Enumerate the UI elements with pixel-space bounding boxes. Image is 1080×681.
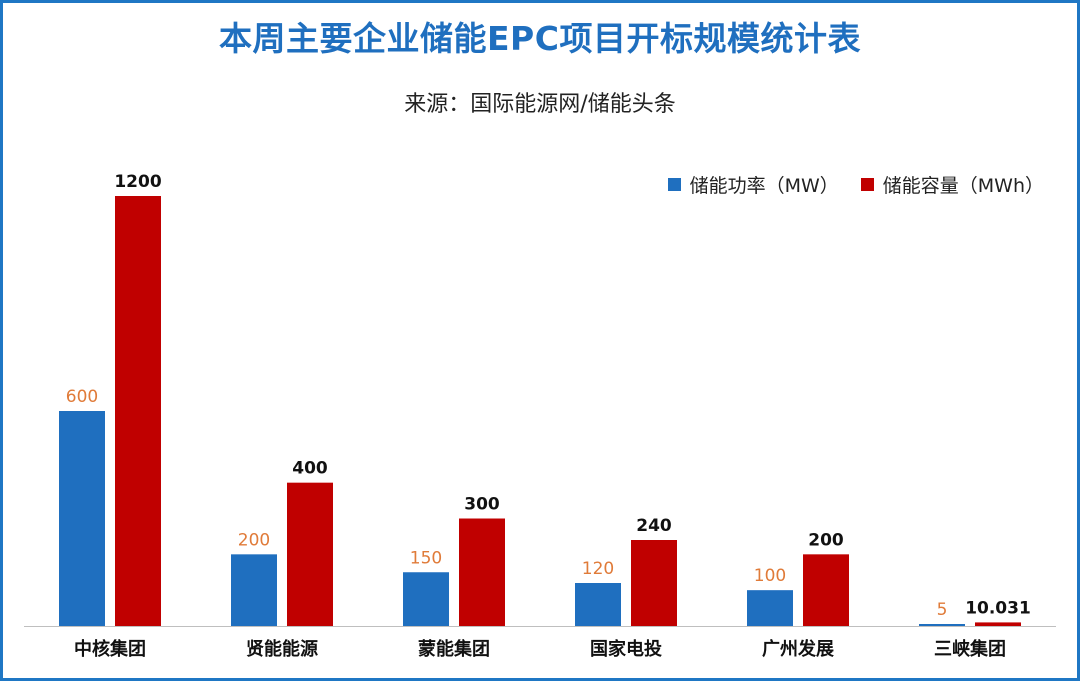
chart-title: 本周主要企业储能EPC项目开标规模统计表	[219, 19, 861, 58]
legend-item-power: 储能功率（MW）	[667, 171, 839, 198]
data-label-capacity-0: 1200	[114, 172, 161, 192]
bar-power-0	[59, 411, 105, 626]
bar-capacity-2	[459, 518, 505, 626]
bar-power-1	[231, 554, 277, 626]
x-tick-label-3: 国家电投	[590, 638, 662, 660]
bar-capacity-0	[115, 196, 161, 626]
data-label-power-4: 100	[754, 566, 786, 586]
x-tick-label-2: 蒙能集团	[418, 638, 490, 660]
legend-label-power: 储能功率（MW）	[689, 175, 839, 197]
legend-item-capacity: 储能容量（MWh）	[860, 171, 1044, 198]
bar-power-4	[747, 590, 793, 626]
x-tick-label-1: 贤能能源	[246, 638, 318, 660]
chart-legend: 储能功率（MW） 储能容量（MWh）	[646, 171, 1044, 198]
x-tick-label-4: 广州发展	[762, 638, 835, 660]
chart-subtitle: 来源：国际能源网/储能头条	[404, 92, 676, 117]
data-label-capacity-2: 300	[464, 495, 500, 515]
x-tick-label-0: 中核集团	[74, 638, 146, 660]
legend-label-capacity: 储能容量（MWh）	[882, 175, 1044, 197]
data-label-capacity-4: 200	[808, 530, 844, 550]
data-label-capacity-5: 10.031	[965, 598, 1031, 618]
data-label-power-3: 120	[582, 559, 614, 579]
bar-capacity-3	[631, 540, 677, 626]
legend-swatch-capacity	[860, 178, 874, 191]
data-label-power-0: 600	[66, 387, 98, 407]
bar-capacity-1	[287, 482, 333, 626]
bar-power-2	[403, 572, 449, 626]
bar-capacity-5	[975, 622, 1021, 626]
bar-power-3	[575, 583, 621, 626]
bar-power-5	[919, 624, 965, 626]
data-label-power-5: 5	[937, 600, 948, 620]
data-label-capacity-3: 240	[636, 516, 672, 536]
data-label-power-1: 200	[238, 530, 270, 550]
data-label-power-2: 150	[410, 548, 442, 568]
legend-swatch-power	[667, 178, 681, 191]
data-label-capacity-1: 400	[292, 459, 328, 479]
bar-capacity-4	[803, 554, 849, 626]
x-tick-label-5: 三峡集团	[934, 638, 1006, 660]
